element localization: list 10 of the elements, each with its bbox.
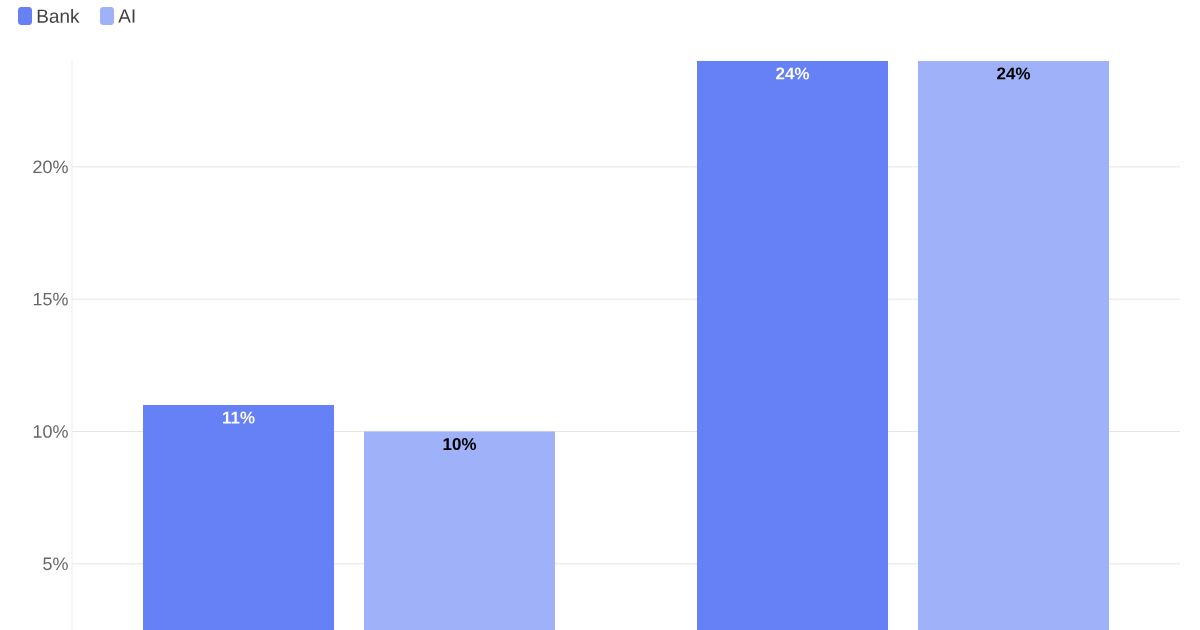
- y-tick-label: 20%: [33, 160, 68, 174]
- y-tick-label: 15%: [33, 292, 68, 306]
- data-label: 10%: [443, 438, 477, 451]
- data-label: 24%: [997, 67, 1031, 80]
- legend-label: AI: [118, 9, 135, 23]
- data-label: 24%: [776, 67, 810, 80]
- data-label: 11%: [223, 411, 255, 424]
- y-tick-label: 10%: [33, 425, 68, 438]
- y-tick-label: 5%: [43, 557, 68, 571]
- legend-label: Bank: [37, 9, 80, 23]
